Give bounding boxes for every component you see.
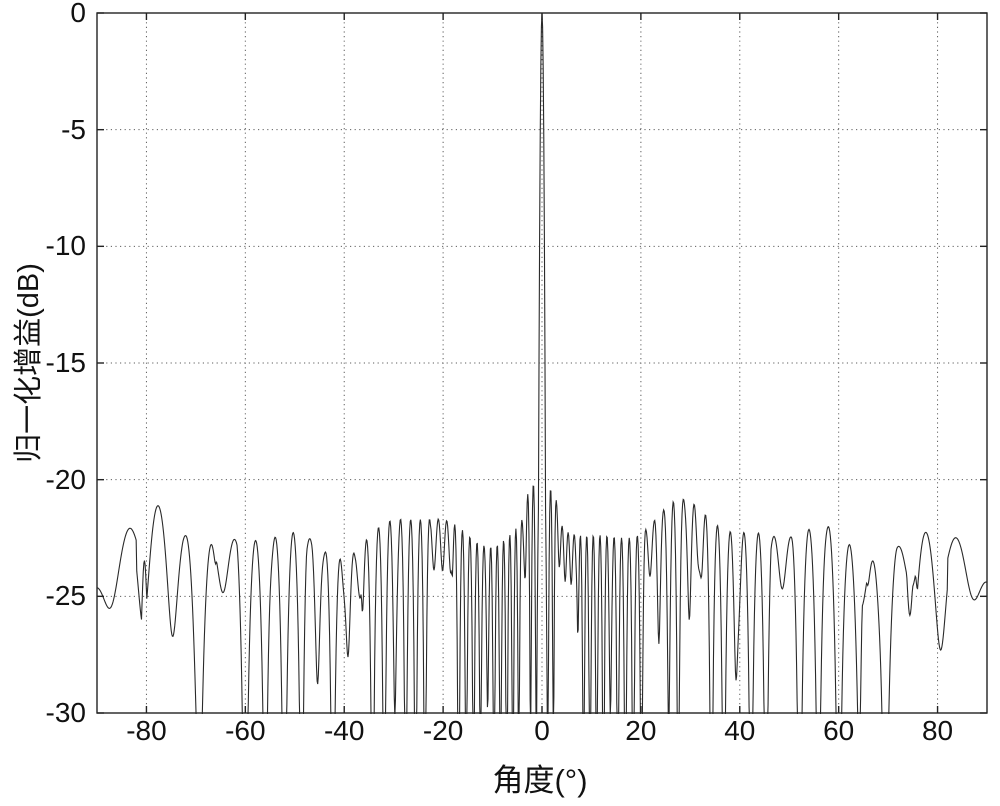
x-tick-label: -20 [422, 715, 464, 746]
axis-frame [96, 12, 988, 714]
y-tick-label: -25 [45, 580, 86, 612]
x-axis-title: 角度(°) [492, 763, 588, 798]
y-tick-label: 0 [70, 0, 86, 28]
x-tick-label: -80 [126, 715, 167, 746]
y-tick-label: -10 [45, 230, 86, 262]
y-axis-title-box: 归一化增益(dB) [0, 13, 52, 713]
y-tick-label: -5 [61, 113, 86, 145]
x-tick-label: -40 [323, 715, 365, 746]
gain-curve [96, 12, 988, 714]
x-tick-label: 0 [534, 715, 550, 746]
y-tick-label: -30 [45, 697, 86, 728]
y-tick-label: -15 [45, 347, 86, 378]
x-tick-label: 40 [724, 715, 756, 746]
y-tick-label: -20 [45, 463, 86, 495]
y-axis-title: 归一化增益(dB) [13, 263, 46, 463]
x-tick-label: 80 [921, 715, 954, 746]
x-tick-label: 60 [823, 715, 855, 746]
x-tick-label: 20 [625, 715, 657, 746]
x-tick-label: -60 [225, 715, 266, 746]
grid-lines [97, 13, 987, 713]
